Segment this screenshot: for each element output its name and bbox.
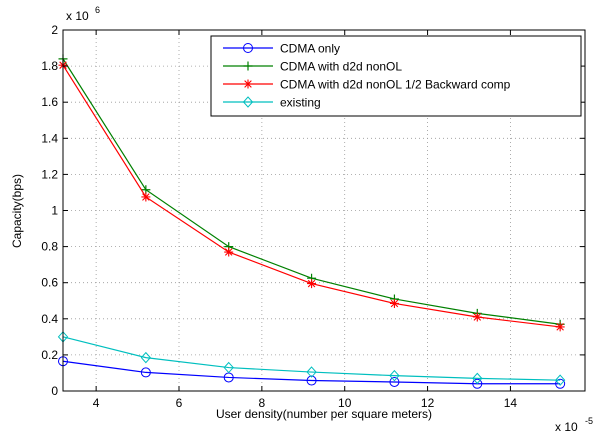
data-point bbox=[555, 378, 566, 389]
data-point bbox=[140, 367, 151, 378]
data-point bbox=[472, 312, 482, 322]
data-point bbox=[389, 369, 400, 382]
data-point bbox=[306, 366, 317, 378]
x-tick-label: 6 bbox=[176, 396, 183, 410]
y-exponent: 6 bbox=[95, 5, 100, 15]
data-point bbox=[472, 378, 483, 389]
y-multiplier: x 10 bbox=[66, 9, 89, 23]
data-point bbox=[389, 298, 399, 308]
legend-marker bbox=[243, 61, 253, 71]
x-tick-label: 14 bbox=[504, 396, 518, 410]
y-tick-label: 0.8 bbox=[41, 240, 58, 254]
legend-marker bbox=[243, 79, 253, 89]
y-axis-label: Capacity(bps) bbox=[10, 174, 24, 248]
legend-label: CDMA only bbox=[280, 42, 340, 56]
data-point bbox=[554, 374, 566, 386]
legend-entry: CDMA with d2d nonOL bbox=[223, 60, 402, 74]
legend-label: CDMA with d2d nonOL bbox=[280, 60, 402, 74]
data-point bbox=[555, 322, 565, 332]
y-tick-label: 1.6 bbox=[41, 95, 58, 109]
legend-label: CDMA with d2d nonOL 1/2 Backward comp bbox=[280, 78, 511, 92]
x-multiplier: x 10 bbox=[555, 420, 578, 434]
x-tick-label: 8 bbox=[259, 396, 266, 410]
legend: CDMA only CDMA with d2d nonOL CDMA with d2… bbox=[210, 35, 582, 117]
data-point bbox=[141, 192, 151, 202]
legend-entry: CDMA only bbox=[223, 42, 340, 56]
series-3 bbox=[58, 60, 565, 332]
y-tick-label: 1.4 bbox=[41, 131, 58, 145]
data-point bbox=[472, 372, 483, 385]
data-point bbox=[389, 376, 400, 387]
legend-box bbox=[210, 35, 582, 117]
y-tick-label: 0.6 bbox=[41, 276, 58, 290]
legend-label: existing bbox=[280, 96, 321, 110]
legend-marker bbox=[242, 96, 254, 108]
legend-marker bbox=[243, 43, 253, 53]
data-point bbox=[140, 351, 152, 364]
x-exponent: -5 bbox=[585, 416, 593, 426]
x-axis-label: User density(number per square meters) bbox=[216, 407, 432, 421]
y-tick-label: 0.4 bbox=[41, 312, 58, 326]
y-tick-label: 0 bbox=[51, 384, 58, 398]
x-tick-label: 10 bbox=[338, 396, 352, 410]
data-point bbox=[307, 279, 317, 289]
y-tick-label: 1.8 bbox=[41, 59, 58, 73]
data-point bbox=[224, 247, 234, 257]
legend-entry: CDMA with d2d nonOL 1/2 Backward comp bbox=[223, 78, 511, 92]
data-point bbox=[223, 361, 234, 374]
axis-ticks: 4 6 8 10 12 14 0 0.2 0.4 0.6 0.8 1 1.2 1.4 1.6 1.8 2 bbox=[41, 23, 585, 410]
series-line bbox=[62, 336, 561, 381]
y-tick-label: 0.2 bbox=[41, 348, 58, 362]
legend-entry: existing bbox=[223, 96, 321, 110]
series-layer bbox=[57, 54, 566, 389]
y-tick-label: 1.2 bbox=[41, 167, 58, 181]
y-tick-label: 2 bbox=[51, 23, 58, 37]
y-tick-label: 1 bbox=[51, 204, 58, 218]
x-tick-label: 4 bbox=[93, 396, 100, 410]
x-tick-label: 12 bbox=[421, 396, 435, 410]
data-point bbox=[306, 375, 317, 386]
